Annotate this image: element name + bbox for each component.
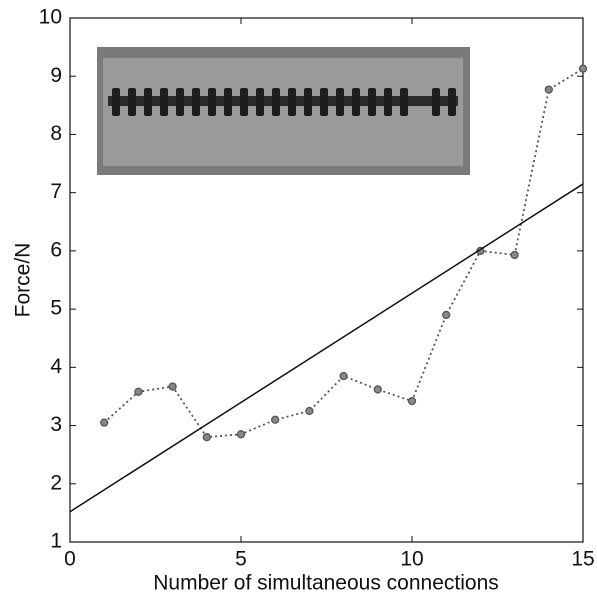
y-tick-label: 5: [50, 297, 62, 320]
y-tick-label: 10: [39, 6, 62, 29]
series-line: [103, 67, 584, 439]
y-tick-label: 3: [50, 413, 62, 436]
x-tick-label: 10: [400, 548, 423, 571]
x-tick-label: 5: [235, 548, 247, 571]
y-tick-label: 9: [50, 64, 62, 87]
data-point: [578, 64, 588, 73]
data-point: [236, 430, 246, 439]
data-point: [544, 85, 553, 94]
y-tick-label: 4: [50, 355, 62, 378]
y-tick-label: 7: [50, 180, 62, 203]
y-tick-label: 2: [50, 471, 62, 494]
data-point: [407, 396, 417, 406]
x-tick-label: 0: [64, 548, 76, 571]
data-point: [134, 387, 143, 396]
inset-photo: [97, 47, 470, 175]
data-point: [271, 415, 280, 424]
y-tick-label: 8: [50, 122, 62, 145]
data-point: [442, 310, 451, 320]
series-line: [69, 183, 584, 513]
x-axis-label: Number of simultaneous connections: [153, 572, 499, 595]
data-point: [100, 418, 109, 427]
data-point: [373, 385, 382, 394]
y-tick-label: 1: [50, 530, 62, 553]
data-point: [305, 406, 314, 416]
data-point: [510, 250, 519, 260]
plot-frame: [69, 17, 584, 543]
x-tick-label: 15: [571, 548, 594, 571]
data-point: [168, 382, 177, 391]
data-point: [339, 371, 348, 381]
y-axis-label: Force/N: [12, 243, 35, 318]
y-tick-label: 6: [50, 238, 62, 261]
data-point: [202, 433, 211, 442]
